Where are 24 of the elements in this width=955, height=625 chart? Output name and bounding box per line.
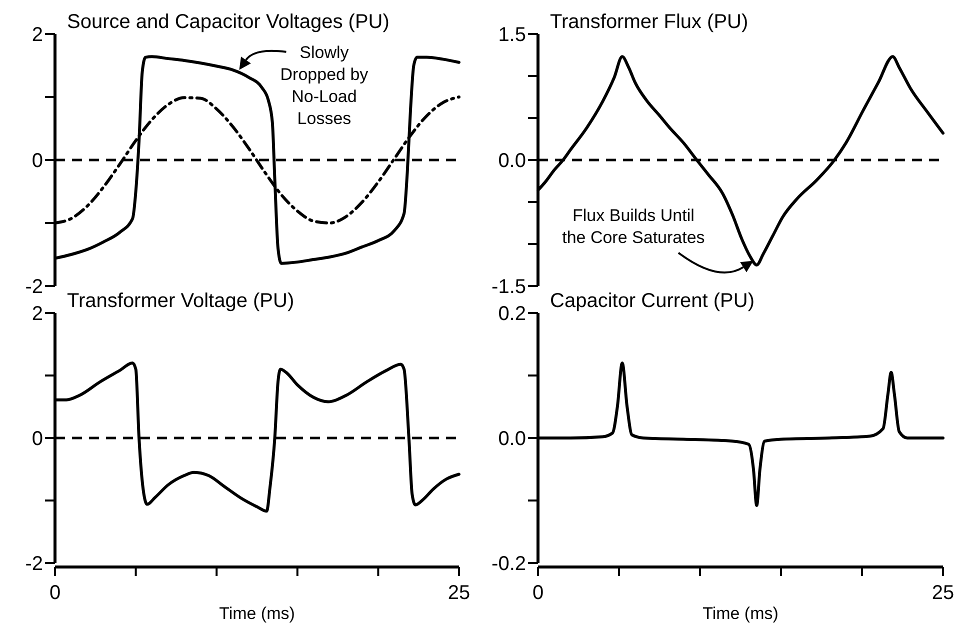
chart-title: Transformer Flux (PU) <box>550 11 748 33</box>
chart-title: Transformer Voltage (PU) <box>67 290 294 312</box>
x-tick-label: 25 <box>448 582 470 604</box>
y-tick-label: 0 <box>32 428 43 450</box>
y-tick-label: 0.2 <box>498 303 526 325</box>
y-tick-label: 0.0 <box>498 150 526 172</box>
y-tick-label: 0.0 <box>498 428 526 450</box>
y-tick-label: -0.2 <box>492 553 526 575</box>
x-tick-label: 0 <box>49 582 61 604</box>
x-axis-title: Time (ms) <box>702 604 778 623</box>
y-tick-label: 2 <box>32 24 43 46</box>
x-tick-label: 25 <box>932 582 954 604</box>
x-axis-title: Time (ms) <box>219 604 295 623</box>
x-tick-label: 0 <box>532 582 544 604</box>
y-tick-label: -1.5 <box>492 276 526 298</box>
y-tick-label: 0 <box>32 150 43 172</box>
y-tick-label: 1.5 <box>498 24 526 46</box>
y-tick-label: -2 <box>25 276 43 298</box>
chart-title: Source and Capacitor Voltages (PU) <box>67 11 390 33</box>
y-tick-label: -2 <box>25 553 43 575</box>
chart-title: Capacitor Current (PU) <box>550 290 755 312</box>
y-tick-label: 2 <box>32 303 43 325</box>
annotation: Flux Builds Until the Core Saturates <box>562 206 705 247</box>
annotation: Slowly Dropped by No-Load Losses <box>280 42 369 128</box>
